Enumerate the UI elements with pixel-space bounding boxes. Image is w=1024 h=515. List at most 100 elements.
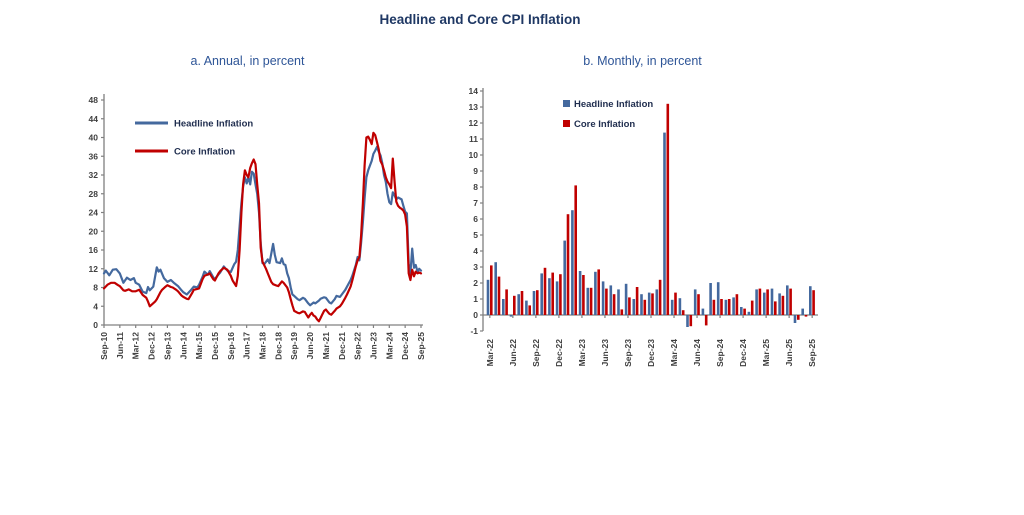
legend-swatch-core	[563, 120, 570, 127]
legend-label: Headline Inflation	[574, 99, 653, 110]
bar-core	[658, 279, 662, 315]
bar-headline	[494, 262, 497, 315]
bar-core	[513, 295, 516, 315]
bar-core	[543, 267, 547, 315]
y-tick-label: 12	[469, 118, 479, 128]
bar-headline	[709, 283, 712, 315]
bar-headline	[563, 240, 566, 315]
y-tick-label: 24	[89, 208, 99, 218]
bar-core	[582, 275, 585, 315]
y-tick-label: 0	[473, 310, 478, 320]
legend-label: Core Inflation	[174, 147, 235, 158]
x-tick-label: Sep-24	[715, 339, 725, 367]
bar-headline	[740, 307, 743, 315]
bar-headline	[801, 308, 804, 315]
bar-core	[559, 274, 562, 315]
bar-core	[635, 287, 639, 315]
y-tick-label: 13	[469, 102, 479, 112]
bar-headline	[486, 279, 490, 315]
bar-core	[643, 299, 647, 315]
bar-headline	[594, 271, 597, 315]
annual-chart-title: a. Annual, in percent	[190, 54, 305, 68]
bar-headline	[678, 298, 682, 315]
bar-core	[674, 292, 677, 315]
x-tick-label: Jun-25	[784, 339, 794, 367]
bar-headline	[509, 315, 513, 317]
bar-headline	[786, 285, 789, 315]
bar-core	[697, 294, 700, 315]
bar-core	[497, 276, 501, 315]
bar-core	[505, 289, 508, 315]
x-tick-label: Sep-10	[99, 332, 109, 360]
y-tick-label: 9	[473, 166, 478, 176]
series-headline	[102, 145, 423, 307]
bar-headline	[701, 308, 705, 315]
bar-core	[804, 315, 808, 317]
bar-headline	[686, 315, 689, 327]
x-tick-label: Dec-23	[646, 339, 656, 367]
bar-headline	[525, 300, 528, 315]
bar-core	[528, 305, 531, 315]
bar-core	[812, 290, 815, 315]
bar-core	[704, 315, 708, 326]
x-tick-label: Jun-20	[305, 332, 315, 360]
y-tick-label: 0	[93, 320, 98, 330]
bar-core	[490, 265, 493, 315]
bar-headline	[517, 294, 520, 315]
bar-core	[712, 299, 716, 315]
bar-headline	[655, 289, 659, 315]
bar-core	[589, 287, 593, 315]
y-tick-label: 4	[93, 301, 98, 311]
y-tick-label: 40	[89, 133, 99, 143]
bar-headline	[586, 287, 590, 315]
x-tick-label: Sep-25	[416, 332, 426, 360]
bar-headline	[617, 289, 620, 315]
x-tick-label: Sep-13	[162, 332, 172, 360]
y-tick-label: 5	[473, 230, 478, 240]
bar-core	[620, 309, 624, 315]
bar-core	[574, 185, 577, 315]
y-tick-label: 36	[89, 151, 99, 161]
y-tick-label: 6	[473, 214, 478, 224]
legend-swatch-headline	[563, 100, 570, 107]
y-tick-label: 4	[473, 246, 478, 256]
bar-headline	[624, 283, 628, 315]
x-tick-label: Dec-21	[337, 332, 347, 360]
bar-headline	[632, 299, 636, 315]
x-tick-label: Sep-19	[289, 332, 299, 360]
x-tick-label: Jun-14	[178, 332, 188, 360]
bar-headline	[732, 297, 735, 315]
bar-core	[797, 315, 800, 320]
y-tick-label: 48	[89, 95, 99, 105]
bar-headline	[647, 292, 651, 315]
y-tick-label: 44	[89, 114, 99, 124]
bar-headline	[578, 271, 582, 315]
bar-core	[766, 289, 769, 315]
bar-core	[750, 300, 754, 315]
bar-headline	[793, 315, 797, 323]
bar-core	[520, 291, 524, 315]
bar-headline	[502, 299, 505, 315]
bar-headline	[778, 293, 781, 315]
y-tick-label: 28	[89, 189, 99, 199]
bar-core	[628, 297, 631, 315]
y-tick-label: 3	[473, 262, 478, 272]
bar-core	[681, 310, 685, 315]
x-tick-label: Jun-23	[600, 339, 610, 367]
bar-headline	[555, 281, 559, 315]
x-tick-label: Dec-12	[147, 332, 157, 360]
y-tick-label: 1	[473, 294, 478, 304]
x-tick-label: Mar-25	[761, 339, 771, 367]
x-tick-label: Jun-11	[115, 332, 125, 359]
bar-headline	[548, 278, 551, 315]
legend-label: Core Inflation	[574, 119, 635, 130]
series-core	[102, 131, 423, 323]
x-tick-label: Mar-21	[321, 332, 331, 360]
bar-core	[689, 315, 693, 327]
bar-core	[720, 299, 723, 315]
bar-core	[727, 299, 731, 315]
bar-headline	[670, 299, 674, 315]
x-tick-label: Mar-12	[131, 332, 141, 360]
y-tick-label: 2	[473, 278, 478, 288]
